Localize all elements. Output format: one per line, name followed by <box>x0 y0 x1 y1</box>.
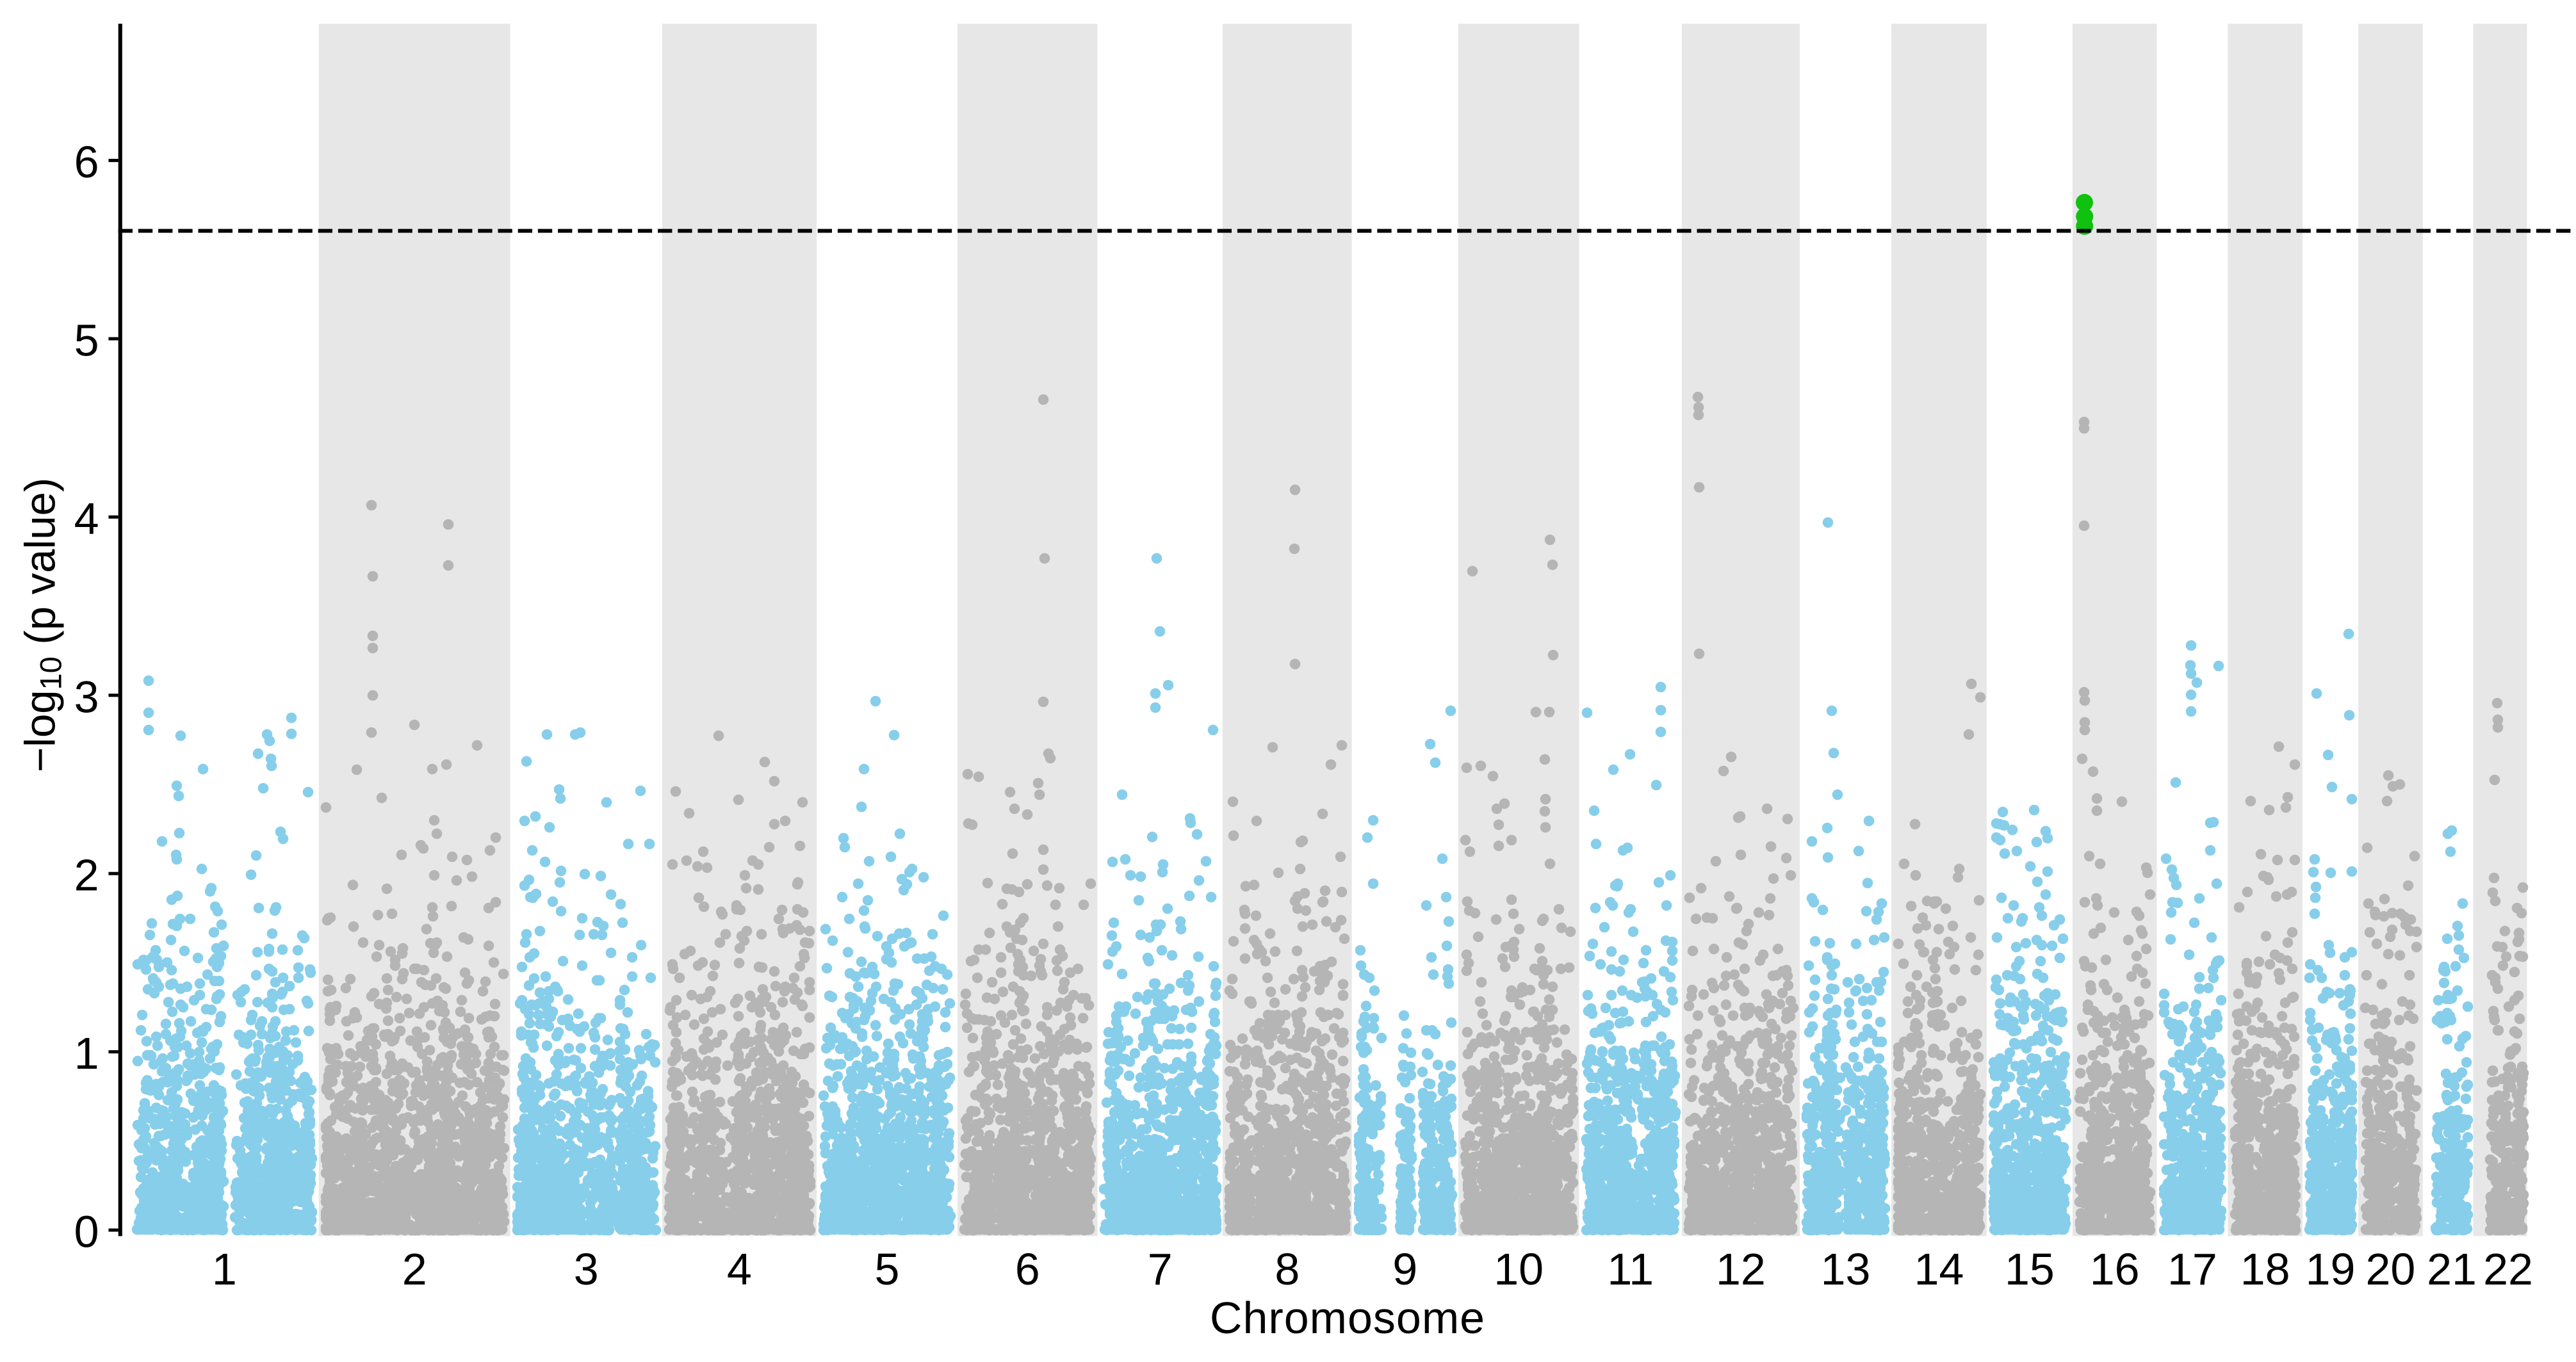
svg-text:13: 13 <box>1821 1244 1871 1294</box>
svg-text:6: 6 <box>74 137 99 187</box>
svg-text:11: 11 <box>1607 1244 1654 1294</box>
svg-text:1: 1 <box>74 1028 99 1078</box>
svg-text:−log10 (p value): −log10 (p value) <box>17 478 68 772</box>
svg-text:3: 3 <box>574 1244 599 1294</box>
svg-text:21: 21 <box>2427 1244 2477 1294</box>
svg-text:14: 14 <box>1914 1244 1964 1294</box>
svg-text:Chromosome: Chromosome <box>1210 1293 1485 1343</box>
svg-text:5: 5 <box>74 316 99 366</box>
svg-text:7: 7 <box>1148 1244 1173 1294</box>
svg-text:16: 16 <box>2090 1244 2140 1294</box>
svg-text:3: 3 <box>74 672 99 722</box>
svg-text:10: 10 <box>1494 1244 1544 1294</box>
svg-text:2: 2 <box>74 850 99 900</box>
svg-text:15: 15 <box>2005 1244 2055 1294</box>
svg-text:20: 20 <box>2365 1244 2415 1294</box>
svg-text:18: 18 <box>2240 1244 2290 1294</box>
svg-text:8: 8 <box>1275 1244 1300 1294</box>
svg-text:0: 0 <box>74 1207 99 1257</box>
svg-text:2: 2 <box>402 1244 427 1294</box>
svg-text:22: 22 <box>2483 1244 2533 1294</box>
svg-text:19: 19 <box>2306 1244 2356 1294</box>
svg-text:9: 9 <box>1392 1244 1417 1294</box>
svg-text:5: 5 <box>875 1244 900 1294</box>
svg-text:6: 6 <box>1015 1244 1040 1294</box>
svg-text:4: 4 <box>727 1244 752 1294</box>
svg-text:4: 4 <box>74 494 99 544</box>
svg-text:17: 17 <box>2167 1244 2217 1294</box>
svg-text:1: 1 <box>212 1244 237 1294</box>
svg-text:12: 12 <box>1716 1244 1766 1294</box>
